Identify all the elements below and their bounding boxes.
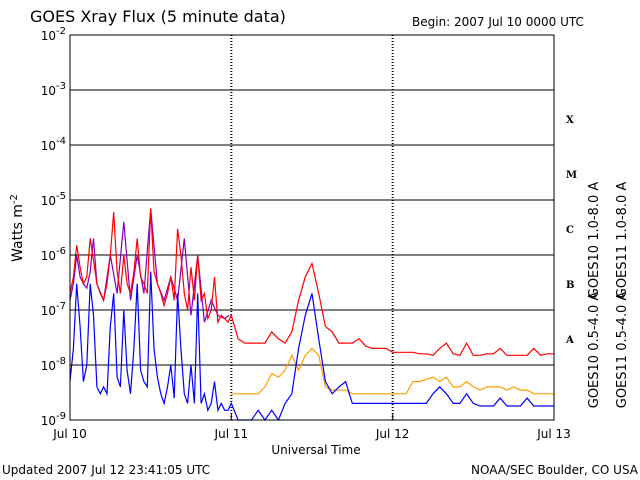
y-tick-label: 10-9 bbox=[41, 411, 66, 428]
y-tick-label: 10-6 bbox=[41, 246, 66, 263]
x-tick-label: Jul 13 bbox=[536, 427, 571, 441]
legend-goes10-short: GOES10 0.5-4.0 A bbox=[587, 292, 602, 409]
y-tick-label: 10-2 bbox=[41, 26, 66, 43]
x-axis: Jul 10 Jul 11 Jul 12 Jul 13 bbox=[52, 414, 571, 441]
flare-class-label: C bbox=[566, 225, 574, 236]
begin-date: Begin: 2007 Jul 10 0000 UTC bbox=[412, 15, 584, 29]
flare-class-label: A bbox=[565, 335, 574, 346]
series-line-1 bbox=[69, 208, 554, 356]
flare-class-labels: A B C M X bbox=[565, 115, 577, 346]
y-tick-label: 10-4 bbox=[41, 136, 66, 153]
series-layer bbox=[69, 208, 554, 422]
flare-class-label: B bbox=[566, 280, 574, 291]
source-credit: NOAA/SEC Boulder, CO USA bbox=[471, 463, 639, 477]
legend-goes11-long: GOES11 1.0-8.0 A bbox=[615, 182, 630, 299]
flare-class-label: M bbox=[566, 170, 577, 181]
x-tick-label: Jul 10 bbox=[52, 427, 87, 441]
y-axis: 10-9 10-8 10-7 10-6 10-5 10-4 10-3 10-2 bbox=[41, 26, 554, 428]
legend-goes10-long: GOES10 1.0-8.0 A bbox=[587, 182, 602, 299]
legend-goes11-short: GOES11 0.5-4.0 A bbox=[615, 292, 630, 409]
series-line-2 bbox=[231, 347, 554, 395]
y-tick-label: 10-7 bbox=[41, 301, 66, 318]
y-tick-label: 10-5 bbox=[41, 191, 66, 208]
flare-class-label: X bbox=[566, 115, 574, 126]
y-axis-title: Watts m-2 bbox=[9, 194, 26, 262]
chart-title: GOES Xray Flux (5 minute data) bbox=[30, 7, 286, 26]
plot-frame bbox=[69, 34, 555, 421]
y-tick-label: 10-3 bbox=[41, 81, 66, 98]
x-tick-label: Jul 12 bbox=[375, 427, 410, 441]
updated-timestamp: Updated 2007 Jul 12 23:41:05 UTC bbox=[2, 463, 210, 477]
decade-grid bbox=[70, 34, 554, 421]
y-tick-label: 10-8 bbox=[41, 356, 66, 373]
series-line-3 bbox=[69, 271, 554, 422]
day-grid bbox=[230, 35, 394, 420]
x-axis-title: Universal Time bbox=[271, 443, 360, 457]
x-tick-label: Jul 11 bbox=[214, 427, 249, 441]
